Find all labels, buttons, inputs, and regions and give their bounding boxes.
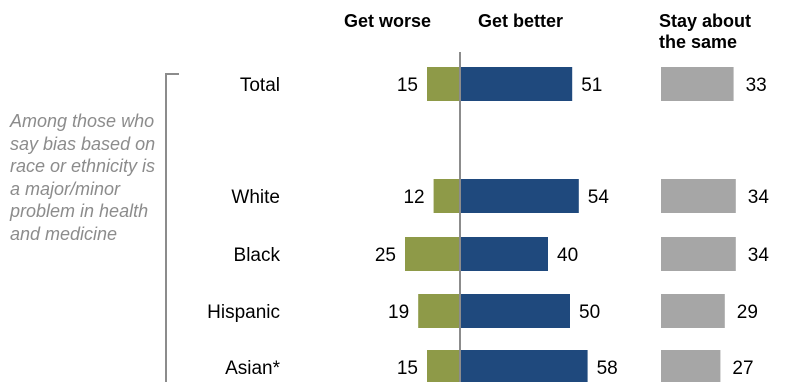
bar-get-worse: [405, 237, 460, 271]
category-label: Black: [234, 245, 281, 266]
value-get-better: 50: [579, 302, 600, 323]
value-stay-same: 34: [748, 187, 770, 208]
row-hispanic: Hispanic 19 50 29: [207, 294, 758, 328]
bar-stay-same: [661, 67, 734, 101]
header-get-worse: Get worse: [344, 11, 431, 31]
value-get-worse: 15: [397, 75, 418, 96]
row-asian: Asian* 15 58 27: [225, 350, 754, 382]
value-stay-same: 29: [737, 302, 758, 323]
group-bracket-tick: [165, 73, 179, 75]
value-get-better: 58: [597, 358, 618, 379]
value-stay-same: 34: [748, 245, 770, 266]
category-label: Total: [240, 75, 280, 96]
value-get-worse: 25: [375, 245, 396, 266]
value-get-worse: 19: [388, 302, 409, 323]
value-stay-same: 27: [732, 358, 753, 379]
row-black: Black 25 40 34: [234, 237, 770, 271]
header-get-better: Get better: [478, 11, 563, 31]
row-total: Total 15 51 33: [240, 67, 767, 101]
bar-stay-same: [661, 350, 721, 382]
value-get-better: 54: [588, 187, 610, 208]
bar-stay-same: [661, 294, 725, 328]
value-get-better: 51: [581, 75, 602, 96]
value-get-worse: 15: [397, 358, 418, 379]
value-stay-same: 33: [746, 75, 767, 96]
bar-get-better: [460, 350, 588, 382]
bar-get-worse: [418, 294, 460, 328]
bar-get-better: [460, 67, 573, 101]
bar-get-better: [460, 294, 570, 328]
category-label: Asian*: [225, 358, 281, 379]
bar-get-worse: [433, 179, 460, 213]
header-stay-same: Stay about the same: [659, 11, 751, 52]
group-bracket-line: [165, 73, 167, 382]
category-label: White: [231, 187, 280, 208]
bar-get-worse: [427, 350, 460, 382]
bar-stay-same: [661, 179, 736, 213]
category-label: Hispanic: [207, 302, 280, 323]
bar-stay-same: [661, 237, 736, 271]
value-get-worse: 12: [403, 187, 424, 208]
bar-get-better: [460, 237, 548, 271]
group-note: Among those who say bias based on race o…: [10, 111, 156, 244]
bar-get-worse: [427, 67, 460, 101]
row-white: White 12 54 34: [231, 179, 769, 213]
bar-get-better: [460, 179, 579, 213]
value-get-better: 40: [557, 245, 578, 266]
